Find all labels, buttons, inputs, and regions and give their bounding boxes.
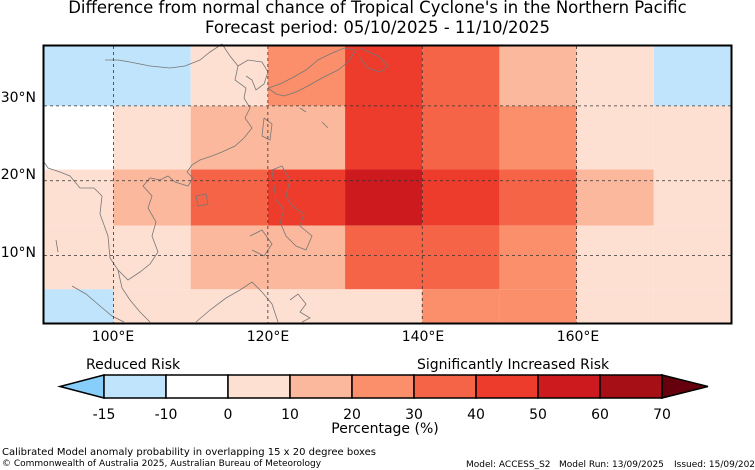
probability-cells	[44, 46, 731, 323]
probability-cell	[499, 105, 577, 170]
probability-cell	[576, 105, 654, 170]
lat-lon-gridlines	[44, 46, 731, 323]
colorbar-tick-label: 0	[223, 407, 233, 423]
footer-copyright: © Commonwealth of Australia 2025, Austra…	[2, 459, 322, 469]
colorbar-tick-label: -15	[92, 407, 116, 423]
probability-cell	[653, 289, 731, 323]
lon-label-160e: 160°E	[556, 329, 600, 345]
lon-label-120e: 120°E	[246, 329, 290, 345]
probability-cell	[653, 46, 731, 106]
probability-cell	[190, 46, 268, 106]
probability-cell	[422, 289, 500, 323]
colorbar-tick-label: 10	[281, 407, 299, 423]
colorbar-under-arrow	[57, 374, 105, 399]
probability-cell	[113, 105, 191, 170]
colorbar-tick-label: 20	[343, 407, 361, 423]
colorbar-tick-label: 50	[529, 407, 547, 423]
probability-cell	[44, 289, 114, 323]
colorbar-bin	[599, 374, 663, 399]
probability-cell	[44, 225, 114, 290]
colorbar-tick-label: 60	[591, 407, 609, 423]
probability-cell	[576, 169, 654, 226]
lat-label-10n: 10°N	[0, 245, 36, 261]
probability-cell	[653, 169, 731, 226]
colorbar-bin	[289, 374, 353, 399]
colorbar-tick-label: 30	[405, 407, 423, 423]
probability-cell	[190, 169, 268, 226]
colorbar-bin	[351, 374, 415, 399]
probability-cell	[345, 46, 423, 170]
probability-cell	[499, 225, 577, 290]
probability-cell	[499, 169, 577, 226]
probability-cell	[44, 105, 114, 170]
probability-cell	[576, 46, 654, 106]
reduced-risk-label: Reduced Risk	[86, 357, 181, 373]
colorbar-over-arrow	[661, 374, 709, 399]
probability-cell	[113, 289, 346, 323]
probability-cell	[422, 46, 500, 170]
probability-cell	[113, 169, 191, 226]
probability-cell	[44, 46, 191, 106]
chart-title: Difference from normal chance of Tropica…	[68, 0, 687, 17]
coastline	[43, 43, 389, 323]
footer-issued: Issued: 15/09/2025	[674, 460, 755, 470]
lon-label-100e: 100°E	[91, 329, 135, 345]
probability-cell	[267, 46, 346, 106]
colorbar-bin	[537, 374, 601, 399]
forecast-period: Forecast period: 05/10/2025 - 11/10/2025	[204, 18, 551, 37]
lon-label-140e: 140°E	[401, 329, 445, 345]
colorbar-bin	[165, 374, 229, 399]
lat-label-30n: 30°N	[0, 90, 36, 106]
colorbar-bin	[103, 374, 167, 399]
map-frame	[42, 44, 733, 325]
colorbar-tick-label: 40	[467, 407, 485, 423]
probability-cell	[345, 169, 423, 226]
footer-model-run: Model Run: 13/09/2025	[559, 460, 664, 470]
probability-cell	[576, 289, 654, 323]
colorbar-tick-label: -10	[154, 407, 178, 423]
footer-model: Model: ACCESS_S2	[466, 460, 551, 470]
footer-description: Calibrated Model anomaly probability in …	[2, 447, 377, 458]
probability-cell	[576, 225, 654, 290]
lat-label-20n: 20°N	[0, 167, 36, 183]
probability-cell	[422, 169, 500, 226]
colorbar-bin	[227, 374, 291, 399]
probability-cell	[499, 46, 577, 106]
colorbar-label: Percentage (%)	[331, 421, 439, 437]
colorbar-bin	[475, 374, 539, 399]
probability-cell	[345, 289, 423, 323]
colorbar-tick-label: 70	[653, 407, 671, 423]
probability-cell	[653, 225, 731, 290]
increased-risk-label: Significantly Increased Risk	[417, 357, 610, 373]
probability-cell	[267, 169, 346, 226]
probability-cell	[653, 105, 731, 170]
colorbar-bin	[413, 374, 477, 399]
probability-cell	[499, 289, 577, 323]
